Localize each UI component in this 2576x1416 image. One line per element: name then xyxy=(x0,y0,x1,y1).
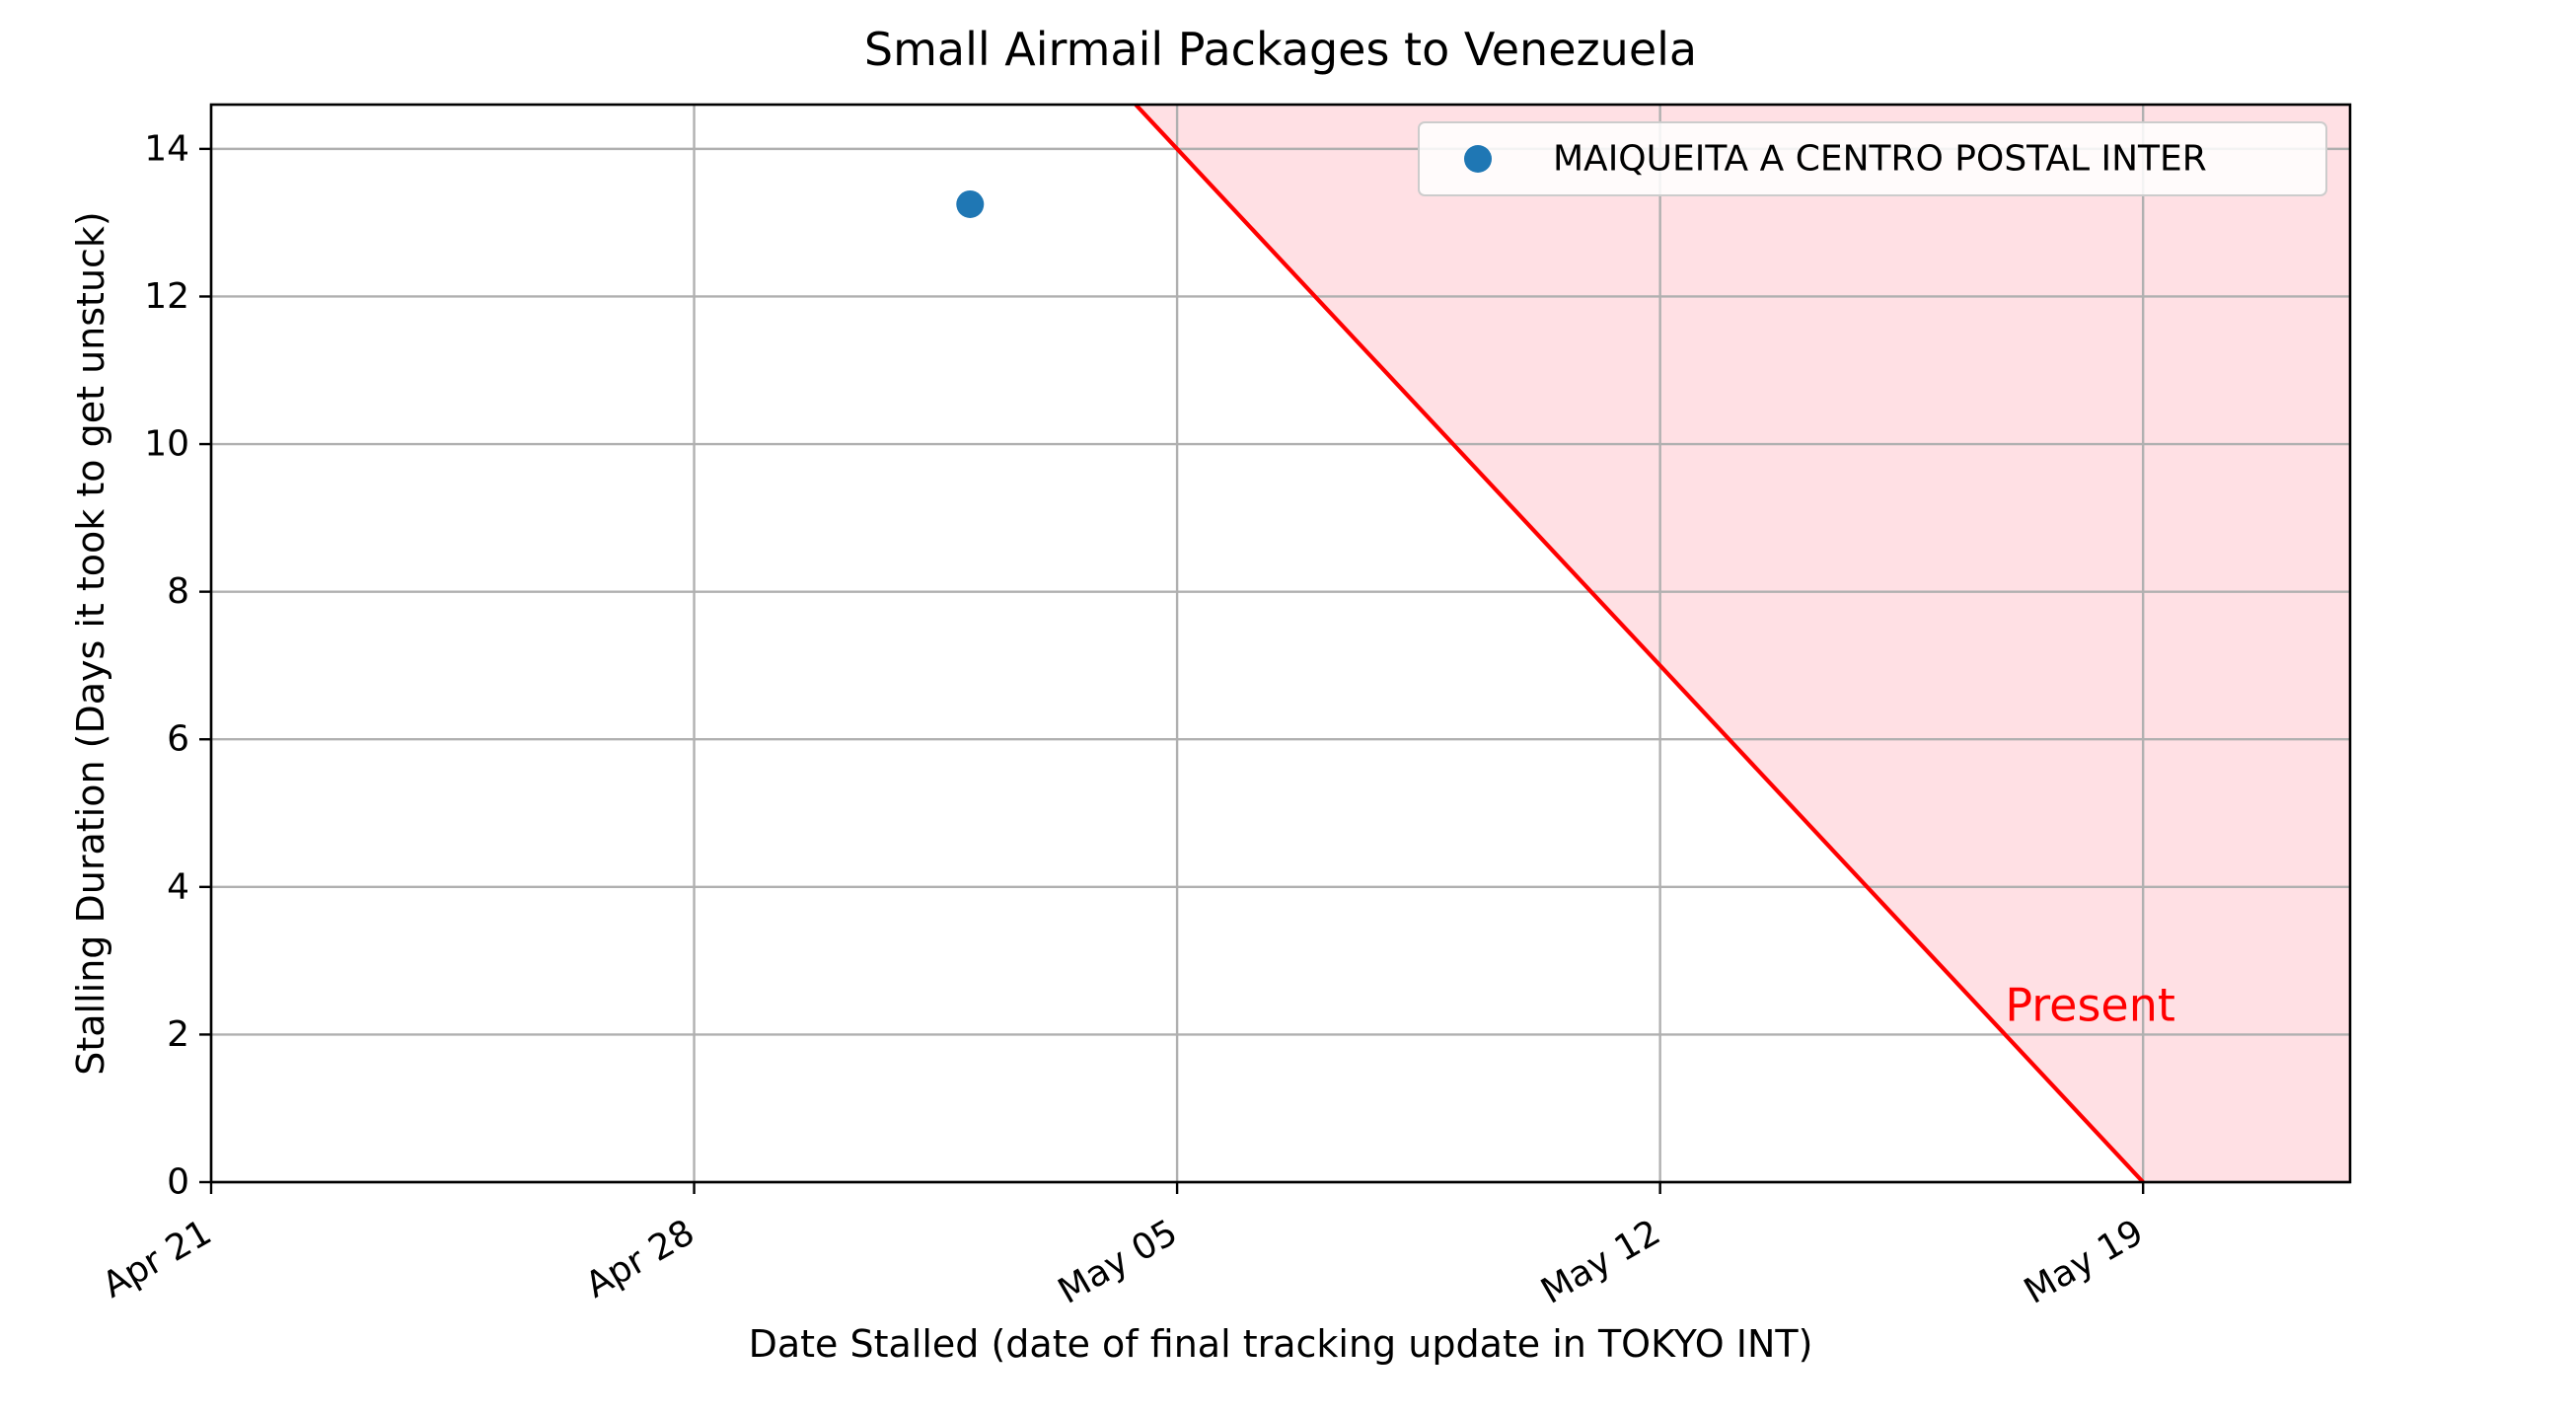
y-tick-label: 0 xyxy=(167,1162,189,1203)
y-tick-label: 8 xyxy=(167,571,189,612)
y-axis-label: Stalling Duration (Days it took to get u… xyxy=(69,211,112,1076)
legend-box xyxy=(1418,121,2327,196)
chart-title: Small Airmail Packages to Venezuela xyxy=(864,23,1697,76)
y-tick-label: 10 xyxy=(144,424,189,465)
legend-label: MAIQUEITA A CENTRO POSTAL INTER xyxy=(1553,139,2207,180)
legend: MAIQUEITA A CENTRO POSTAL INTER xyxy=(1418,121,2327,196)
y-ticks-group: 0 2 4 6 8 10 12 14 xyxy=(144,128,211,1203)
data-point xyxy=(956,189,985,218)
y-tick-label: 14 xyxy=(144,128,189,169)
data-points-group xyxy=(956,189,985,218)
present-region-fill xyxy=(1136,105,2350,1182)
axes-frame xyxy=(209,103,2352,1184)
present-annotation: Present xyxy=(2005,978,2175,1031)
y-tick-label: 4 xyxy=(167,866,189,907)
axes-frame-group xyxy=(209,103,2352,1184)
y-tick-label: 2 xyxy=(167,1014,189,1055)
y-tick-label: 6 xyxy=(167,719,189,760)
present-region-group xyxy=(1136,105,2350,1182)
x-axis-label: Date Stalled (date of final tracking upd… xyxy=(749,1322,1813,1366)
y-tick-label: 12 xyxy=(144,276,189,317)
legend-marker xyxy=(1464,145,1492,173)
present-line-group xyxy=(1134,103,2145,1184)
present-line xyxy=(1134,103,2145,1184)
